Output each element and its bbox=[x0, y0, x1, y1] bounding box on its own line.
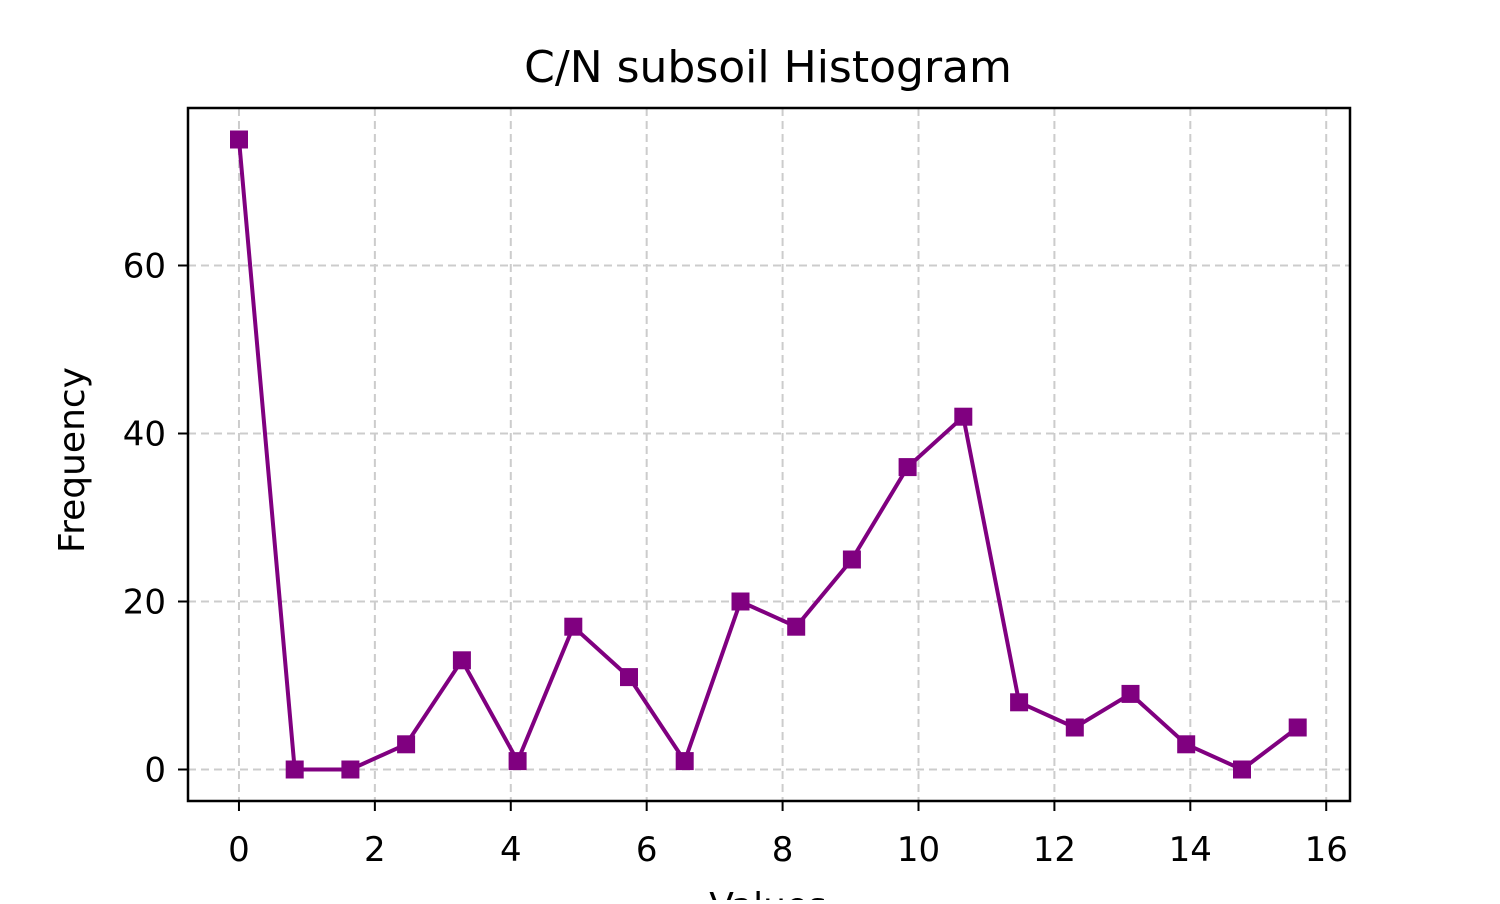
x-tick-label: 2 bbox=[364, 830, 386, 870]
data-point-marker bbox=[1177, 735, 1196, 754]
axis-ticks: 0 2 4 6 8 10 12 14 16 0 20 40 60 bbox=[123, 247, 1348, 871]
data-point-marker bbox=[341, 760, 360, 779]
x-tick-label: 14 bbox=[1169, 830, 1212, 870]
series-line bbox=[237, 139, 1299, 772]
x-axis-label: Values bbox=[709, 886, 827, 900]
data-point-marker bbox=[564, 617, 583, 636]
data-point-marker bbox=[285, 760, 304, 779]
y-tick-label: 40 bbox=[123, 415, 166, 455]
series-layer bbox=[230, 130, 1307, 779]
y-axis-label: Frequency bbox=[52, 367, 93, 553]
x-tick-label: 10 bbox=[897, 830, 940, 870]
x-tick-label: 4 bbox=[500, 830, 522, 870]
data-point-marker bbox=[230, 130, 248, 149]
data-point-marker bbox=[787, 617, 806, 636]
x-tick-label: 0 bbox=[228, 830, 250, 870]
data-point-marker bbox=[508, 752, 527, 771]
data-point-marker bbox=[898, 458, 917, 477]
y-tick-label: 20 bbox=[123, 583, 166, 623]
data-point-marker bbox=[1065, 718, 1084, 737]
x-tick-label: 16 bbox=[1305, 830, 1348, 870]
data-point-marker bbox=[397, 735, 416, 754]
x-tick-label: 8 bbox=[772, 830, 794, 870]
data-point-marker bbox=[731, 592, 750, 611]
data-point-marker bbox=[954, 407, 973, 426]
data-point-marker bbox=[675, 752, 694, 771]
y-tick-label: 60 bbox=[123, 247, 166, 287]
x-tick-label: 12 bbox=[1033, 830, 1076, 870]
data-point-marker bbox=[842, 550, 861, 569]
data-point-marker bbox=[620, 668, 638, 687]
data-point-marker bbox=[1121, 684, 1140, 703]
data-point-marker bbox=[452, 651, 471, 670]
grid bbox=[188, 108, 1350, 801]
x-tick-label: 6 bbox=[636, 830, 658, 870]
data-point-marker bbox=[1233, 760, 1251, 779]
data-point-marker bbox=[1010, 693, 1029, 712]
data-point-marker bbox=[1288, 718, 1307, 737]
y-tick-label: 0 bbox=[144, 751, 166, 791]
plot-frame bbox=[186, 106, 1352, 803]
chart-title: C/N subsoil Histogram bbox=[524, 42, 1012, 93]
